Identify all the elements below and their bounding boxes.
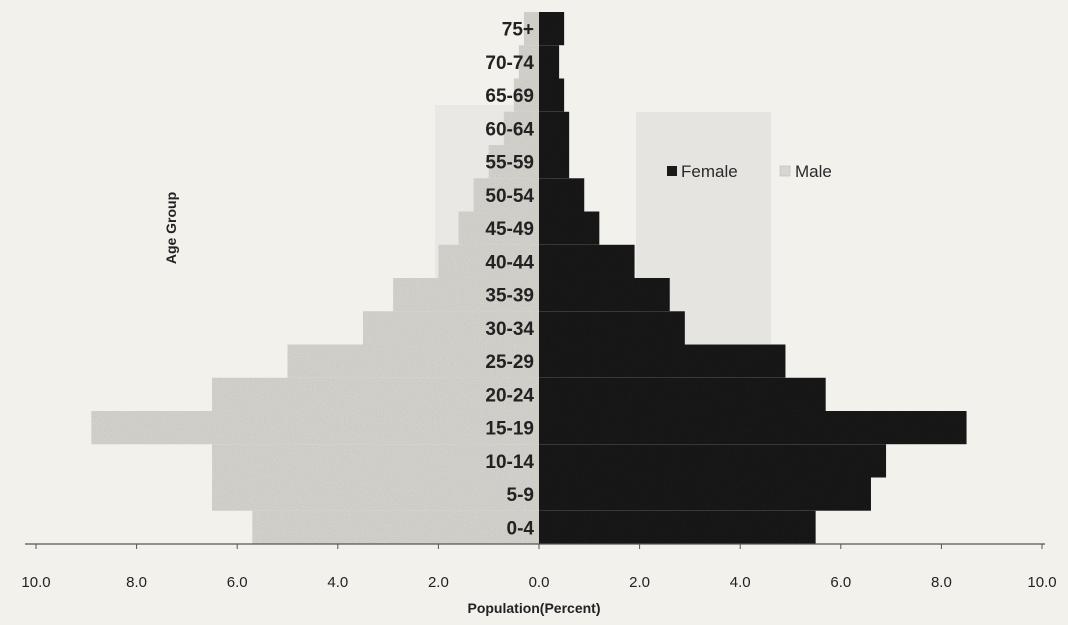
legend-female-label: Female — [681, 162, 738, 181]
male-bars — [91, 12, 540, 544]
age-label-55-59: 55-59 — [485, 153, 534, 174]
x-tick-label: 2.0 — [629, 574, 650, 591]
age-label-0-4: 0-4 — [507, 518, 535, 539]
age-label-35-39: 35-39 — [485, 286, 534, 307]
female-bar-60-64 — [539, 111, 570, 145]
age-label-15-19: 15-19 — [485, 419, 534, 440]
male-bar-0-4 — [252, 510, 540, 544]
age-label-20-24: 20-24 — [485, 385, 534, 406]
female-bar-55-59 — [539, 145, 570, 179]
male-bar-45-49 — [458, 211, 539, 245]
x-tick-label: 10.0 — [21, 574, 50, 591]
x-tick-label: 2.0 — [428, 574, 449, 591]
age-label-5-9: 5-9 — [507, 485, 534, 506]
legend-male-swatch — [779, 165, 791, 177]
female-bar-45-49 — [539, 211, 600, 245]
male-bar-50-54 — [473, 178, 539, 212]
x-tick-label: 4.0 — [730, 574, 751, 591]
female-bar-40-44 — [539, 244, 635, 278]
female-bar-25-29 — [539, 344, 786, 378]
male-bar-10-14 — [212, 444, 540, 478]
x-tick-label: 10.0 — [1027, 574, 1056, 591]
female-bar-35-39 — [539, 278, 670, 312]
male-bar-60-64 — [503, 111, 539, 145]
male-bar-55-59 — [488, 145, 539, 179]
x-tick-label: 4.0 — [327, 574, 348, 591]
x-tick-label: 6.0 — [830, 574, 851, 591]
age-label-10-14: 10-14 — [485, 452, 534, 473]
age-labels: 0-4 5-9 10-14 15-19 20-24 25-29 30-34 35-39 40-4… — [485, 20, 534, 540]
y-axis-title: Age Group — [163, 192, 179, 264]
legend-female-swatch — [667, 166, 677, 176]
female-bar-10-14 — [539, 444, 887, 478]
male-bar-30-34 — [362, 311, 539, 345]
male-bar-70-74 — [518, 45, 539, 79]
age-label-75+: 75+ — [502, 20, 534, 41]
x-axis-title: Population(Percent) — [467, 600, 600, 616]
female-bar-75+ — [539, 12, 565, 46]
male-bar-75+ — [523, 12, 539, 46]
male-bar-25-29 — [287, 344, 539, 378]
legend: Female Male — [667, 162, 832, 181]
female-bar-0-4 — [539, 510, 816, 544]
age-label-50-54: 50-54 — [485, 186, 534, 207]
x-tick-label: 6.0 — [227, 574, 248, 591]
age-label-70-74: 70-74 — [485, 53, 534, 74]
age-label-45-49: 45-49 — [485, 219, 534, 240]
x-tick-label: 8.0 — [126, 574, 147, 591]
male-bar-65-69 — [513, 78, 539, 112]
male-bar-40-44 — [438, 244, 539, 278]
male-bar-5-9 — [212, 477, 540, 511]
x-tick-label: 0.0 — [529, 574, 550, 591]
female-bar-65-69 — [539, 78, 565, 112]
female-bar-20-24 — [539, 377, 826, 411]
age-label-65-69: 65-69 — [485, 86, 534, 107]
age-label-60-64: 60-64 — [485, 119, 534, 140]
female-bar-50-54 — [539, 178, 585, 212]
male-bar-15-19 — [91, 411, 539, 445]
female-bar-30-34 — [539, 311, 685, 345]
male-bar-20-24 — [212, 377, 540, 411]
female-bars — [539, 12, 967, 544]
x-axis-ticks — [35, 544, 1043, 549]
female-bar-70-74 — [539, 45, 560, 79]
x-tick-label: 8.0 — [931, 574, 952, 591]
x-axis-tick-labels: 10.0 8.0 6.0 4.0 2.0 0.0 2.0 4.0 6.0 8.0 10.0 — [21, 574, 1056, 591]
age-label-40-44: 40-44 — [485, 252, 534, 273]
female-bar-15-19 — [539, 411, 967, 445]
male-bar-35-39 — [393, 278, 539, 312]
age-label-25-29: 25-29 — [485, 352, 534, 373]
age-label-30-34: 30-34 — [485, 319, 534, 340]
female-bar-5-9 — [539, 477, 871, 511]
legend-male-label: Male — [795, 162, 832, 181]
